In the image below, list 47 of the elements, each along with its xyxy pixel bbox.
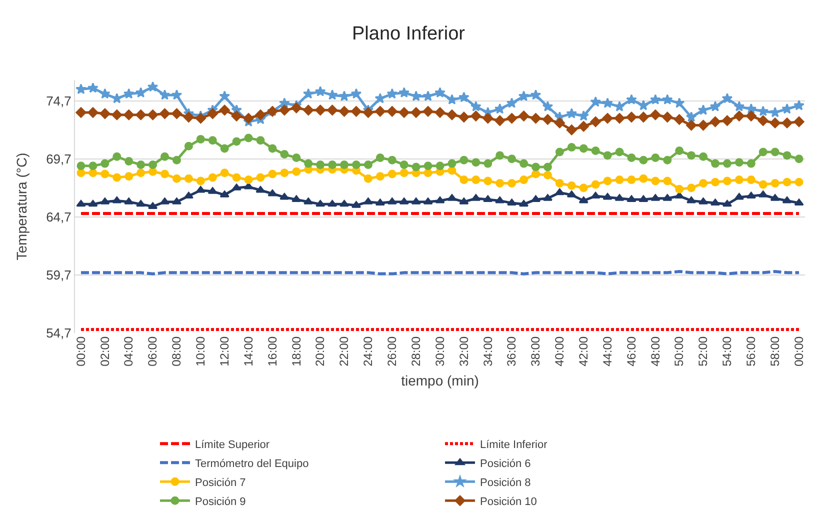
x-tick-label: 52:00 [696, 336, 710, 366]
x-axis-title: tiempo (min) [401, 372, 479, 389]
x-tick-label: 18:00 [289, 336, 304, 366]
x-tick-label: 20:00 [313, 336, 328, 366]
y-tick-label: 69,7 [46, 151, 72, 166]
legend-label: Posición 7 [195, 476, 246, 489]
y-tick-label: 64,7 [46, 209, 72, 224]
y-axis-title: Temperatura (°C) [14, 152, 30, 260]
x-tick-label: 48:00 [648, 336, 662, 366]
y-tick-label: 74,7 [46, 93, 72, 108]
x-tick-label: 26:00 [385, 336, 400, 366]
x-tick-label: 24:00 [361, 336, 376, 366]
x-tick-label: 54:00 [720, 336, 734, 366]
legend-label: Posición 9 [195, 496, 246, 508]
x-tick-label: 16:00 [265, 336, 280, 366]
legend-label: Límite Inferior [480, 438, 548, 451]
chart-title: Plano Inferior [352, 24, 466, 45]
legend-label: Posición 6 [480, 458, 531, 470]
x-tick-label: 46:00 [624, 336, 638, 366]
legend-label: Límite Superior [195, 438, 270, 451]
legend-label: Posición 10 [480, 496, 537, 508]
x-tick-label: 36:00 [504, 336, 519, 366]
x-tick-label: 56:00 [744, 336, 758, 366]
x-tick-label: 28:00 [408, 336, 423, 366]
x-tick-label: 22:00 [337, 336, 352, 366]
x-tick-label: 04:00 [122, 336, 136, 366]
x-tick-label: 34:00 [480, 336, 495, 366]
x-tick-label: 44:00 [600, 336, 614, 366]
x-tick-label: 58:00 [768, 336, 782, 366]
x-tick-label: 12:00 [217, 336, 232, 366]
x-tick-label: 10:00 [194, 336, 208, 366]
x-tick-label: 00:00 [74, 336, 88, 366]
y-tick-label: 54,7 [46, 326, 72, 341]
x-tick-label: 40:00 [552, 336, 567, 366]
x-tick-label: 50:00 [672, 336, 686, 366]
y-tick-label: 59,7 [46, 268, 72, 283]
x-tick-label: 32:00 [456, 336, 471, 366]
x-tick-label: 00:00 [792, 336, 806, 366]
x-tick-label: 08:00 [170, 336, 184, 366]
legend-label: Termómetro del Equipo [195, 458, 309, 470]
x-tick-label: 30:00 [432, 336, 447, 366]
x-tick-label: 42:00 [576, 336, 591, 366]
x-tick-label: 02:00 [98, 336, 112, 366]
x-tick-label: 14:00 [241, 336, 256, 366]
legend-label: Posición 8 [480, 476, 531, 489]
x-tick-label: 06:00 [146, 336, 160, 366]
x-tick-label: 38:00 [528, 336, 543, 366]
